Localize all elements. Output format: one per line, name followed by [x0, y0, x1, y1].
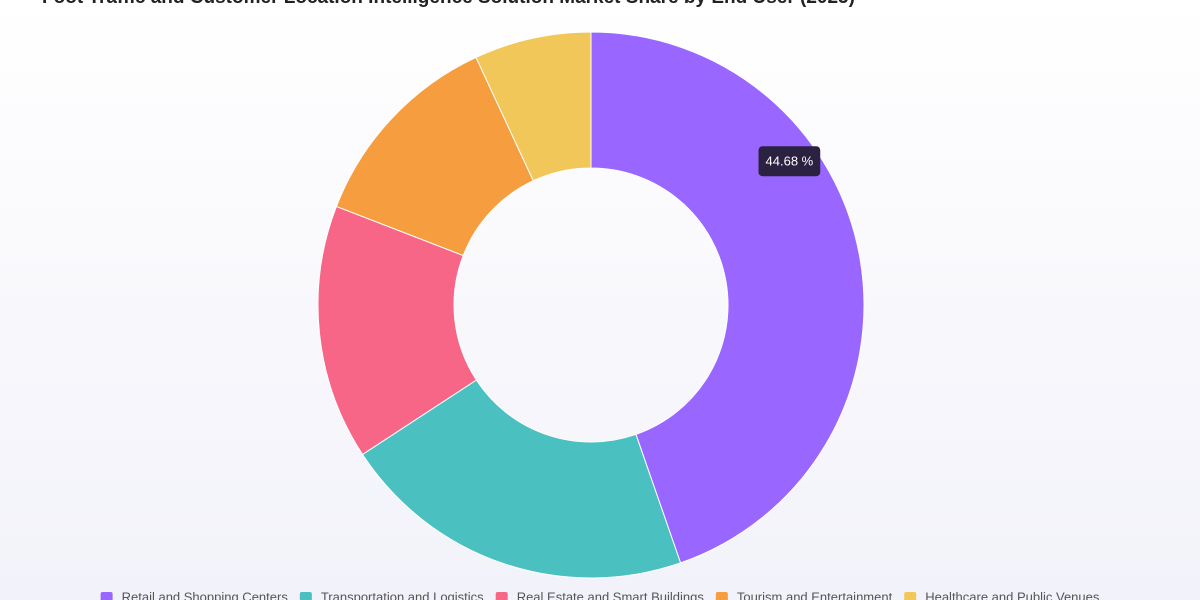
slice	[317, 205, 478, 456]
legend-label: Tourism and Entertainment	[737, 589, 893, 600]
chart-title: Foot Traffic and Customer Location Intel…	[42, 0, 855, 8]
legend: Retail and Shopping Centers Transportatio…	[100, 589, 1100, 600]
legend-label: Transportation and Logistics	[321, 589, 484, 600]
legend-swatch	[495, 592, 508, 600]
data-label-group: 44.68 %	[758, 146, 821, 177]
data-label-box	[758, 146, 821, 177]
slice	[475, 31, 592, 182]
legend-label: Real Estate and Smart Buildings	[517, 589, 705, 600]
data-label: 44.68 %	[766, 154, 814, 169]
legend-swatch	[100, 592, 113, 600]
legend-swatch	[904, 592, 917, 600]
legend-swatch	[299, 592, 312, 600]
legend-label: Healthcare and Public Venues	[925, 589, 1100, 600]
legend-swatch	[715, 592, 728, 600]
legend-label: Retail and Shopping Centers	[122, 589, 289, 600]
slice	[361, 379, 682, 579]
slice	[335, 56, 534, 257]
